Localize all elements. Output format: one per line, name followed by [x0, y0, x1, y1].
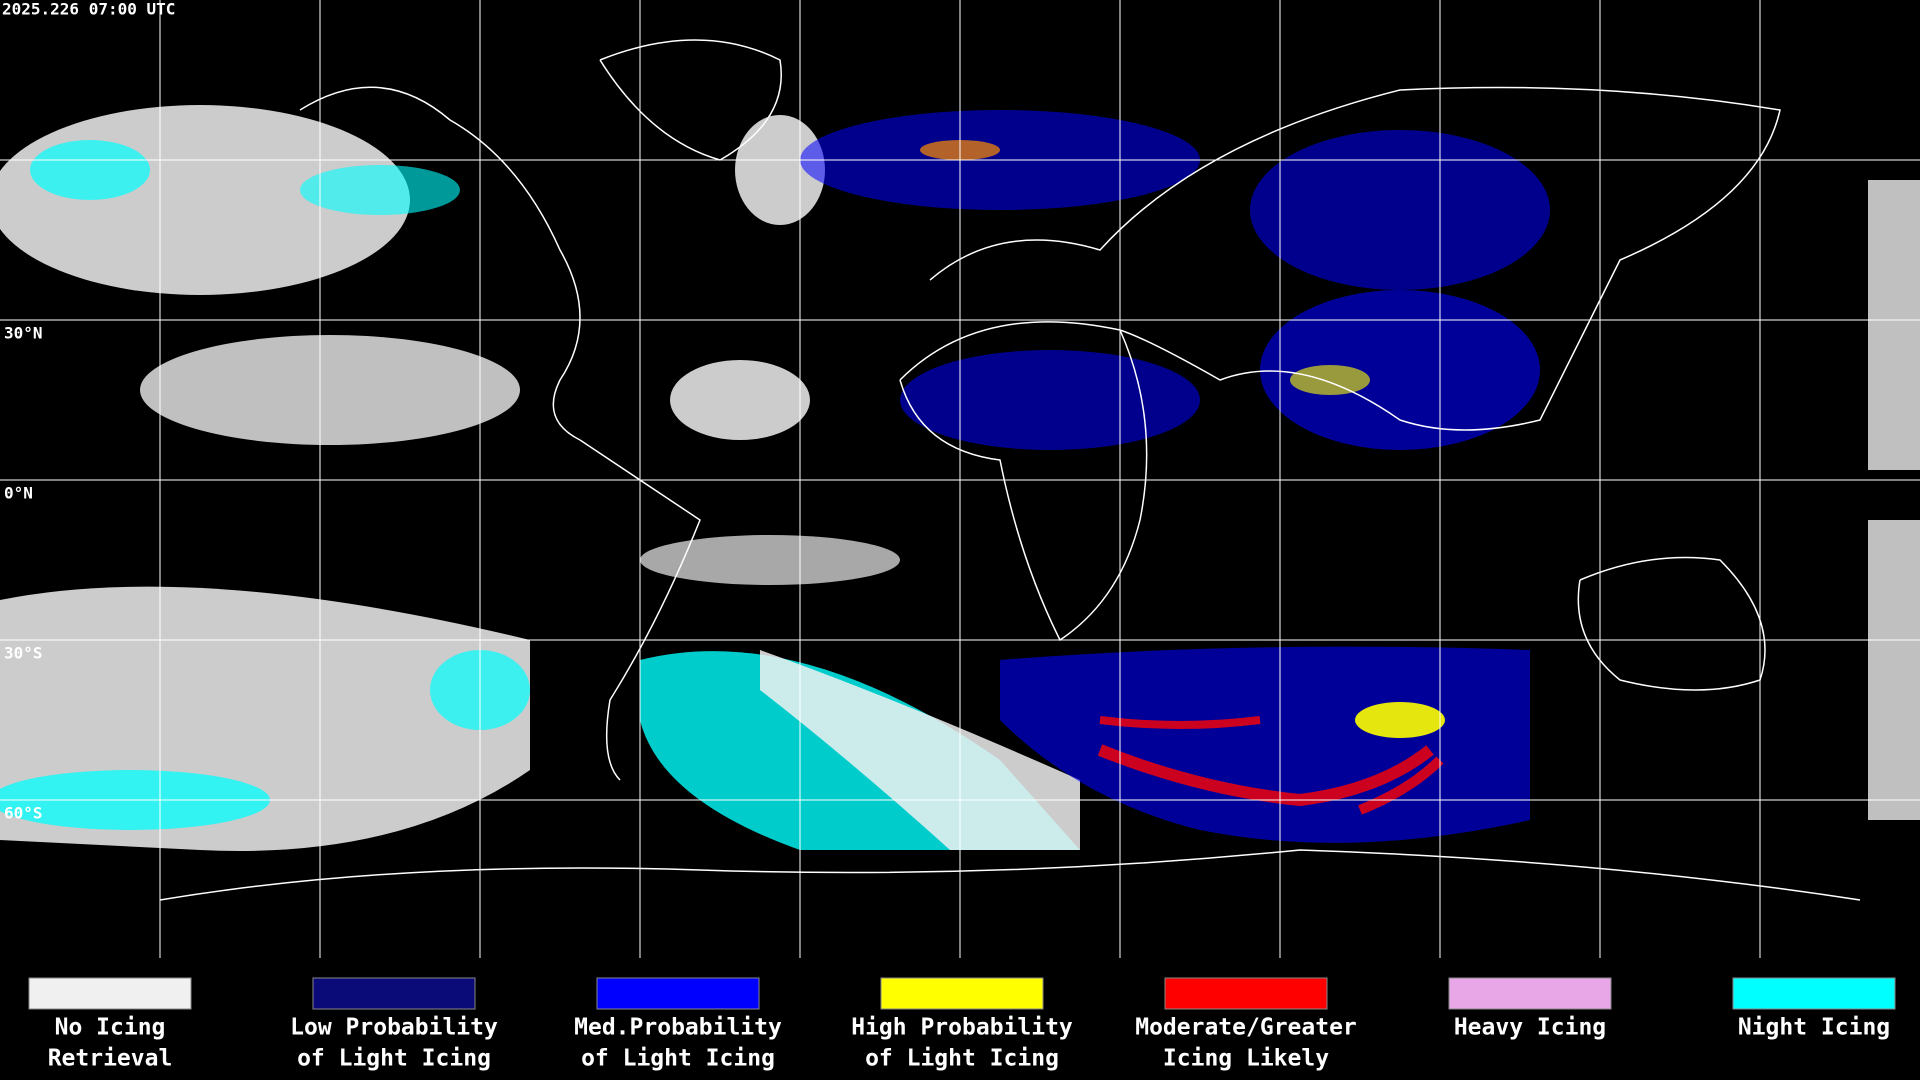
night-icing-area	[30, 140, 150, 200]
legend-label: Moderate/Greater	[1135, 1015, 1357, 1041]
legend-label: Heavy Icing	[1454, 1015, 1606, 1041]
legend-swatch	[1732, 977, 1896, 1010]
no-icing-area	[640, 535, 900, 585]
legend-label: No Icing	[55, 1015, 166, 1041]
latitude-label: 30°N	[4, 324, 43, 343]
latitude-label: 30°S	[4, 644, 43, 663]
high-probability-area	[1355, 702, 1445, 738]
no-icing-area	[1868, 520, 1920, 820]
no-icing-area	[140, 335, 520, 445]
coastline	[599, 39, 782, 161]
coastline	[159, 849, 1861, 901]
latitude-label: 60°S	[4, 804, 43, 823]
legend: No Icing Retrieval Low Probability of Light…	[28, 977, 1896, 1072]
latitude-labels: 30°N 0°N 30°S 60°S	[4, 324, 43, 823]
latitude-label: 0°N	[4, 484, 33, 503]
no-icing-area	[735, 115, 825, 225]
coastlines	[159, 39, 1861, 901]
legend-label: of Light Icing	[581, 1046, 775, 1072]
coastline	[299, 86, 581, 441]
med-probability-area	[1250, 130, 1550, 290]
legend-label: High Probability	[851, 1015, 1073, 1041]
med-probability-area	[900, 350, 1200, 450]
no-icing-area	[1868, 180, 1920, 470]
legend-label: Retrieval	[48, 1046, 173, 1072]
coastline	[929, 86, 1781, 431]
legend-swatch	[1164, 977, 1328, 1010]
moderate-icing-area	[1358, 756, 1444, 815]
night-icing-area	[300, 165, 460, 215]
legend-label: of Light Icing	[297, 1046, 491, 1072]
legend-swatch	[28, 977, 192, 1010]
timestamp: 2025.226 07:00 UTC	[2, 0, 175, 19]
med-probability-area	[1260, 290, 1540, 450]
high-probability-area	[1290, 365, 1370, 395]
moderate-icing-area	[1099, 716, 1261, 729]
coastline	[899, 321, 1148, 642]
legend-label: of Light Icing	[865, 1046, 1059, 1072]
graticule	[0, 0, 1920, 958]
legend-swatch	[596, 977, 760, 1010]
legend-label: Med.Probability	[574, 1015, 782, 1041]
legend-swatch	[1448, 977, 1612, 1010]
legend-swatch	[312, 977, 476, 1010]
legend-label: Icing Likely	[1163, 1046, 1329, 1072]
legend-swatch	[880, 977, 1044, 1010]
legend-label: Night Icing	[1738, 1015, 1890, 1041]
no-icing-area	[670, 360, 810, 440]
moderate-icing-area	[1097, 744, 1434, 807]
coastline	[579, 439, 701, 781]
legend-label: Low Probability	[290, 1015, 498, 1041]
